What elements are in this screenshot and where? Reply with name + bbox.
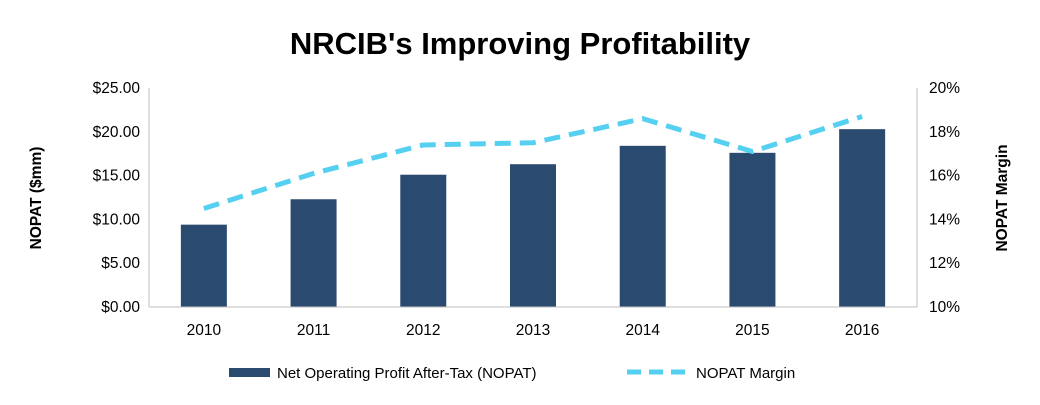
y2-tick-label: 10% — [929, 299, 960, 316]
x-tick-label: 2010 — [187, 322, 222, 339]
y-tick-label: $20.00 — [93, 124, 141, 141]
bar-2012 — [400, 174, 447, 307]
y-tick-label: $0.00 — [101, 299, 140, 316]
x-tick-label: 2015 — [735, 322, 769, 339]
x-tick-label: 2013 — [516, 322, 550, 339]
x-tick-label: 2012 — [406, 322, 440, 339]
y2-tick-label: 14% — [929, 211, 960, 228]
y-tick-label: $15.00 — [93, 168, 141, 185]
bar-2013 — [510, 164, 556, 307]
bar-2014 — [619, 145, 666, 307]
left-tick-labels: $0.00 $5.00 $10.00 $15.00 $20.00 $25.00 — [93, 80, 141, 316]
y2-tick-label: 20% — [929, 80, 960, 97]
y2-tick-label: 18% — [929, 124, 960, 141]
y-axis-title: NOPAT ($mm) — [28, 147, 45, 250]
bar-2010 — [180, 224, 227, 307]
x-tick-label: 2016 — [845, 322, 879, 339]
bar-2015 — [729, 152, 776, 307]
legend: Net Operating Profit After-Tax (NOPAT) N… — [229, 365, 795, 382]
bar-2016 — [839, 129, 886, 307]
y-tick-label: $25.00 — [93, 80, 141, 97]
right-tick-labels: 10% 12% 14% 16% 18% 20% — [929, 80, 960, 316]
chart-title: NRCIB's Improving Profitability — [290, 26, 751, 61]
bar-group — [180, 129, 886, 307]
y2-tick-label: 12% — [929, 255, 960, 272]
y2-tick-label: 16% — [929, 168, 960, 185]
y2-axis-title: NOPAT Margin — [994, 144, 1011, 251]
legend-swatch-nopat — [229, 368, 270, 377]
x-tick-label: 2014 — [625, 322, 660, 339]
bar-2011 — [290, 199, 337, 307]
y-tick-label: $5.00 — [101, 255, 140, 272]
legend-label-nopat: Net Operating Profit After-Tax (NOPAT) — [277, 365, 537, 382]
x-tick-labels: 2010 2011 2012 2013 2014 2015 2016 — [187, 322, 880, 339]
margin-line — [203, 114, 863, 211]
margin-line-group — [203, 114, 863, 211]
x-tick-label: 2011 — [297, 322, 330, 339]
y-tick-label: $10.00 — [93, 211, 141, 228]
legend-label-margin: NOPAT Margin — [696, 365, 795, 382]
